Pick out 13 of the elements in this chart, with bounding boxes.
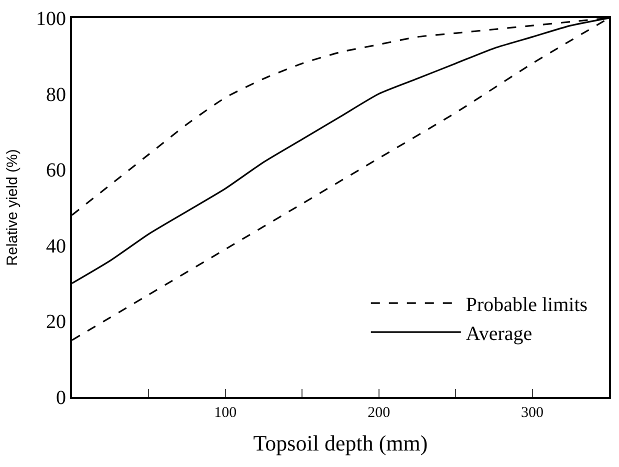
y-tick-label: 60 xyxy=(46,160,66,182)
x-tick-label: 300 xyxy=(521,405,544,421)
y-tick-label: 80 xyxy=(46,84,66,106)
legend-label: Average xyxy=(466,322,532,345)
y-tick-label: 20 xyxy=(46,311,66,334)
y-tick-label: 100 xyxy=(36,8,66,30)
x-tick-label: 100 xyxy=(214,405,237,421)
x-tick-label: 200 xyxy=(368,405,390,421)
x-axis-title: Topsoil depth (mm) xyxy=(253,430,428,456)
y-tick-label: 0 xyxy=(56,387,66,409)
y-axis-title: Relative yield (%) xyxy=(4,149,21,266)
y-tick-label: 40 xyxy=(46,235,66,258)
legend-label: Probable limits xyxy=(466,294,588,316)
